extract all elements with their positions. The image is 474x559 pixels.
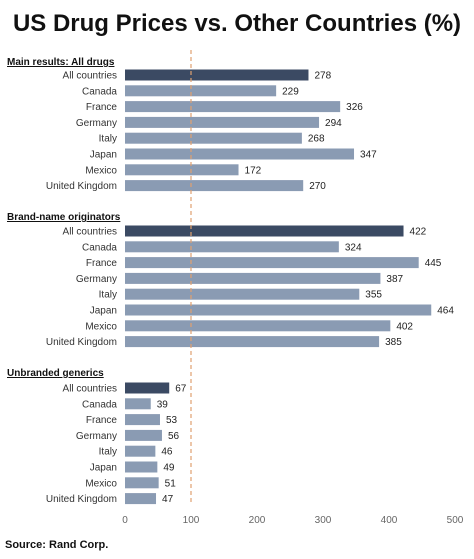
- group-title: Unbranded generics: [7, 368, 104, 379]
- value-label: 294: [325, 118, 342, 129]
- bar: [125, 164, 239, 176]
- bar: [125, 493, 157, 505]
- bar: [125, 304, 432, 316]
- category-label: Japan: [90, 306, 117, 317]
- category-label: Germany: [76, 431, 117, 442]
- category-label: Germany: [76, 274, 117, 285]
- category-label: All countries: [63, 227, 117, 238]
- value-label: 355: [365, 290, 382, 301]
- category-label: All countries: [63, 384, 117, 395]
- bar: [125, 257, 419, 269]
- value-label: 347: [360, 150, 377, 161]
- group-title: Brand-name originators: [7, 212, 121, 223]
- bar: [125, 69, 309, 81]
- value-label: 51: [165, 478, 177, 489]
- category-label: All countries: [63, 71, 117, 82]
- value-label: 402: [396, 321, 413, 332]
- bar: [125, 336, 380, 348]
- bar: [125, 101, 341, 113]
- x-tick-label: 0: [122, 515, 128, 526]
- bar: [125, 382, 170, 394]
- category-label: Italy: [99, 290, 117, 301]
- bar: [125, 429, 162, 441]
- category-label: Mexico: [85, 321, 117, 332]
- value-label: 47: [162, 494, 174, 505]
- x-tick-label: 500: [447, 515, 464, 526]
- bar: [125, 445, 156, 457]
- bar: [125, 148, 355, 160]
- bar: [125, 180, 304, 192]
- category-label: Canada: [82, 86, 117, 97]
- category-label: France: [86, 415, 118, 426]
- group-title: Main results: All drugs: [7, 57, 115, 68]
- category-label: Mexico: [85, 165, 117, 176]
- category-label: United Kingdom: [46, 337, 117, 348]
- x-tick-label: 100: [183, 515, 200, 526]
- x-tick-label: 400: [381, 515, 398, 526]
- bar: [125, 132, 302, 144]
- value-label: 229: [282, 86, 299, 97]
- category-label: France: [86, 258, 118, 269]
- value-label: 49: [163, 463, 175, 474]
- value-label: 268: [308, 134, 325, 145]
- value-label: 464: [437, 306, 454, 317]
- category-label: United Kingdom: [46, 181, 117, 192]
- value-label: 387: [386, 274, 403, 285]
- value-label: 53: [166, 415, 178, 426]
- value-label: 278: [314, 71, 331, 82]
- category-label: Italy: [99, 134, 117, 145]
- value-label: 172: [245, 165, 262, 176]
- bar: [125, 414, 160, 426]
- bar: [125, 241, 339, 253]
- bar: [125, 398, 151, 410]
- category-label: Canada: [82, 399, 117, 410]
- category-label: Germany: [76, 118, 117, 129]
- source-note: Source: Rand Corp.: [5, 539, 109, 551]
- category-label: Canada: [82, 242, 117, 253]
- value-label: 422: [410, 227, 427, 238]
- chart-title: US Drug Prices vs. Other Countries (%): [12, 10, 462, 37]
- value-label: 324: [345, 242, 362, 253]
- category-label: Italy: [99, 447, 117, 458]
- bar: [125, 461, 158, 473]
- value-label: 56: [168, 431, 180, 442]
- value-label: 46: [161, 447, 173, 458]
- value-label: 385: [385, 337, 402, 348]
- bar: [125, 116, 320, 128]
- category-label: United Kingdom: [46, 494, 117, 505]
- bar: [125, 272, 381, 284]
- value-label: 67: [175, 384, 187, 395]
- bar: [125, 85, 277, 97]
- value-label: 326: [346, 102, 363, 113]
- category-label: Japan: [90, 150, 117, 161]
- category-label: Mexico: [85, 478, 117, 489]
- category-label: France: [86, 102, 118, 113]
- x-tick-label: 200: [249, 515, 266, 526]
- value-label: 270: [309, 181, 326, 192]
- bar: [125, 288, 360, 300]
- bar: [125, 225, 404, 237]
- bar: [125, 477, 159, 489]
- x-tick-label: 300: [315, 515, 332, 526]
- bar: [125, 320, 391, 332]
- value-label: 39: [157, 399, 169, 410]
- category-label: Japan: [90, 463, 117, 474]
- value-label: 445: [425, 258, 442, 269]
